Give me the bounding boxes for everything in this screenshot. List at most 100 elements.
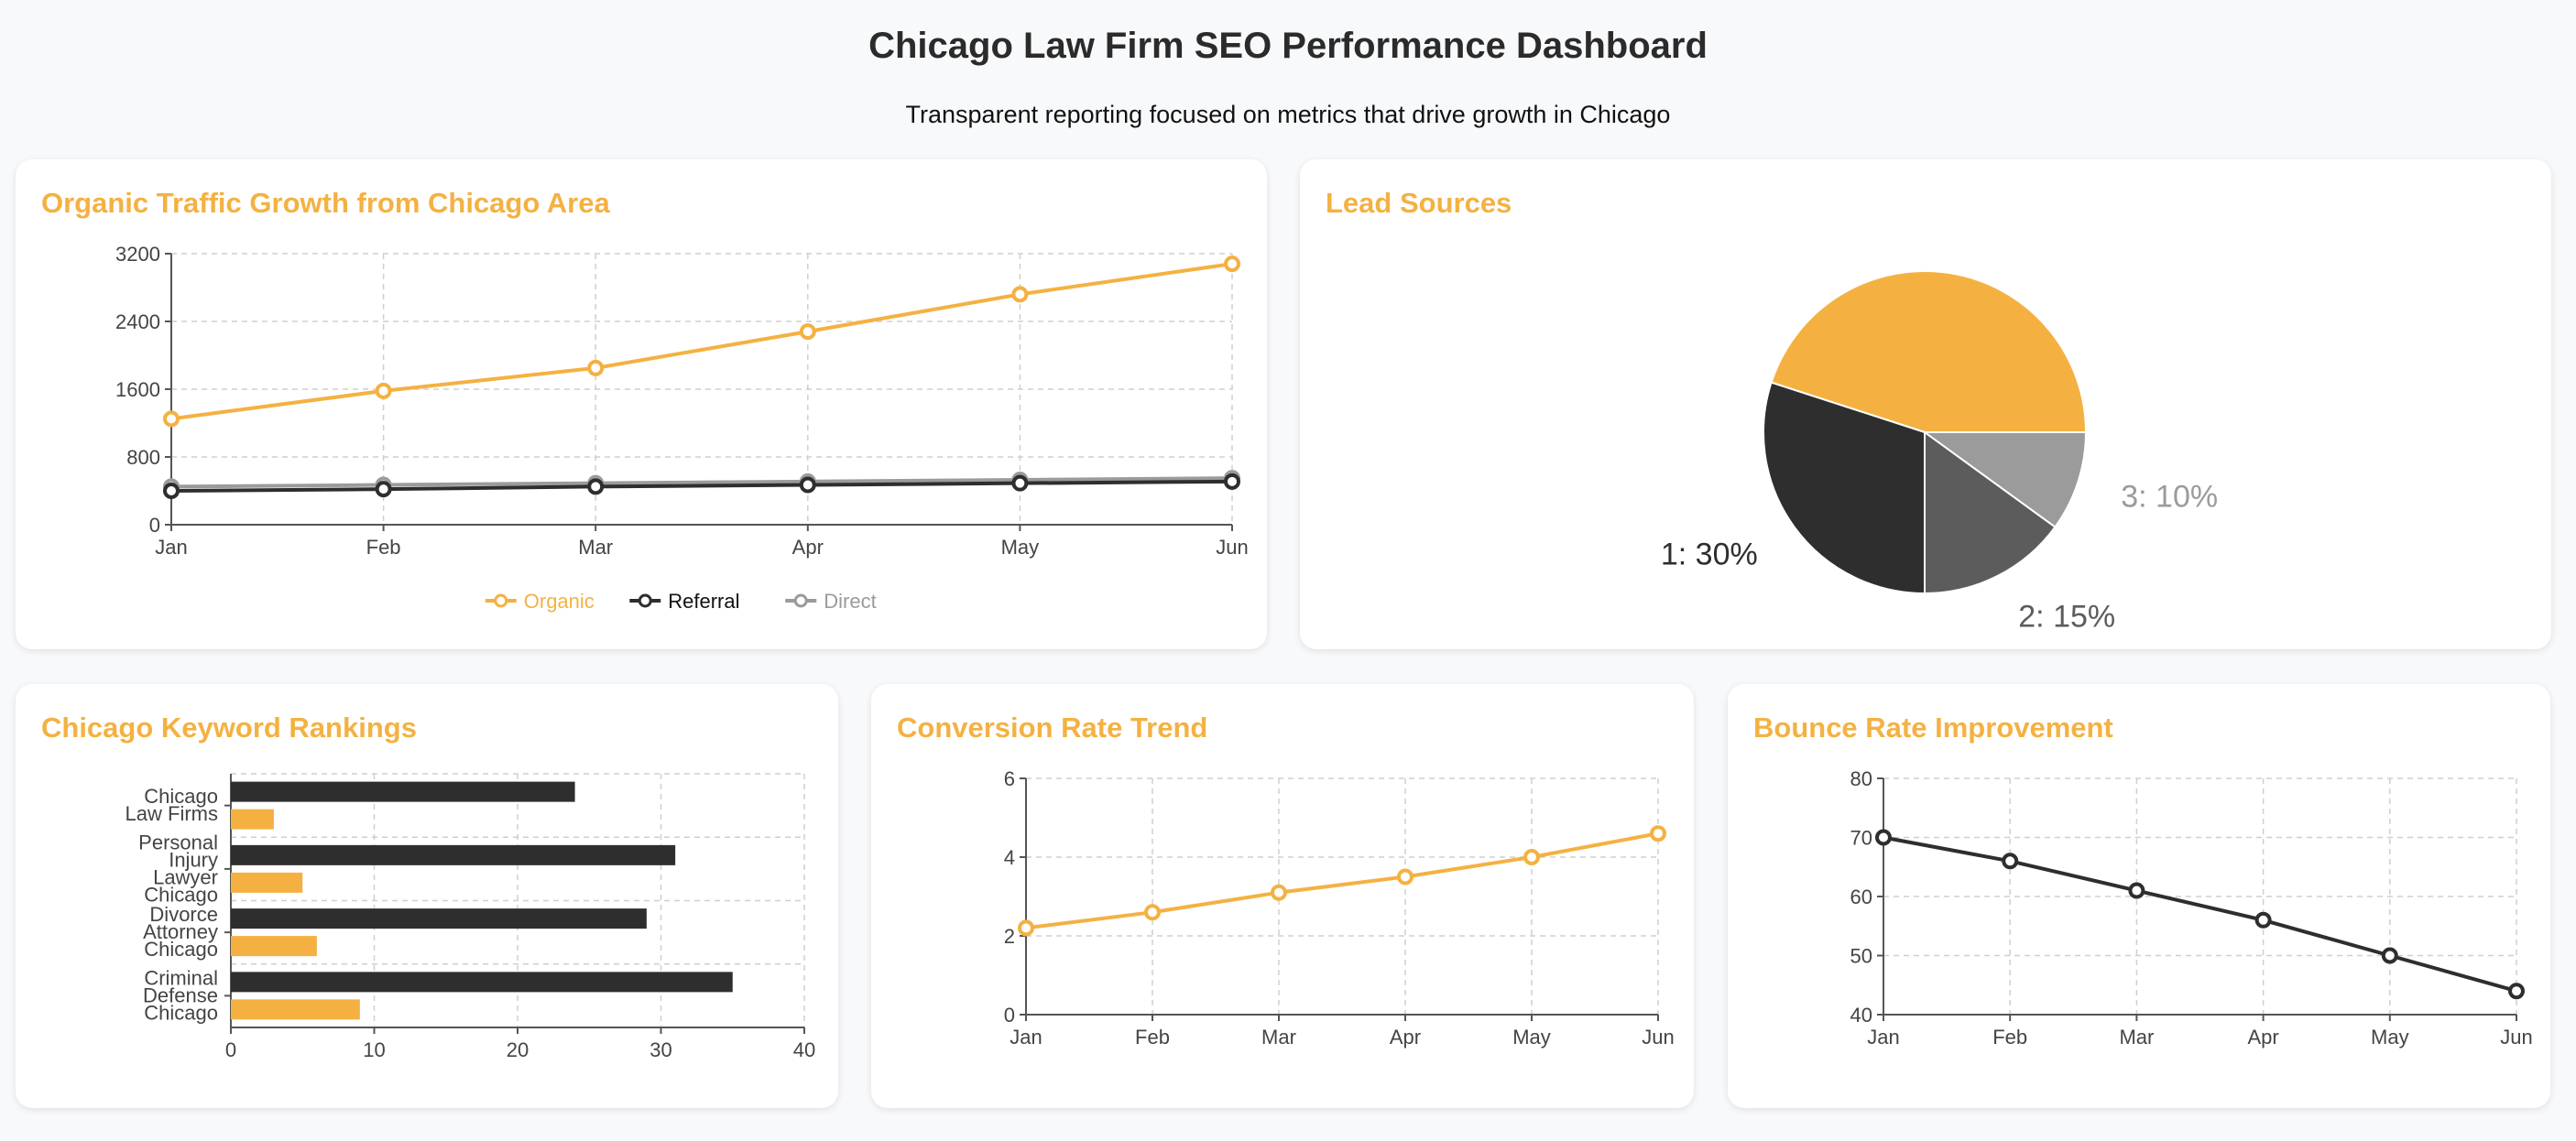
y-tick-label: Criminal (144, 966, 218, 989)
series-line-organic (170, 262, 1233, 421)
y-tick-label: 2400 (115, 310, 160, 333)
bar (231, 844, 676, 865)
legend-label-referral: Referral (668, 590, 739, 613)
bounce-chart: 40 50 60 70 80 Jan Feb Mar Apr May Jun (1850, 767, 2533, 1049)
pie-slice-label: 3: 10% (2121, 480, 2218, 515)
x-tick-label: 20 (507, 1038, 529, 1061)
bar (231, 908, 647, 929)
x-tick-label: Apr (1390, 1026, 1421, 1049)
y-tick-label: 0 (149, 514, 160, 537)
y-tick-label: Chicago (144, 1001, 218, 1024)
conversion-chart: 0 2 4 6 Jan Feb Mar Apr May Jun (1004, 767, 1675, 1049)
leads-chart-title: Lead Sources (1326, 187, 1512, 219)
x-tick-label: Feb (1992, 1026, 2027, 1049)
pie-slice-label: 2: 15% (2018, 600, 2115, 635)
traffic-chart: 0 800 1600 2400 3200 Jan Feb Mar Apr May Jun Organi… (115, 243, 1249, 613)
data-point (2508, 983, 2525, 1000)
x-tick-label: May (1512, 1026, 1551, 1049)
x-tick-label: Apr (2247, 1026, 2278, 1049)
y-tick-label: Chicago (144, 883, 218, 906)
data-point (1224, 255, 1240, 273)
data-point (2381, 947, 2398, 964)
series-line-referral (170, 479, 1233, 493)
y-tick-label: 6 (1004, 767, 1015, 790)
bar (231, 972, 733, 993)
series-line-0 (1025, 831, 1659, 930)
y-tick-label: 0 (1004, 1004, 1015, 1027)
leads-chart: 1: 30% 2: 15% 3: 10% (1661, 270, 2218, 635)
x-tick-label: Mar (2119, 1026, 2154, 1049)
bar (231, 809, 274, 830)
pie-slice (1763, 381, 1926, 595)
y-tick-label: 2 (1004, 925, 1015, 948)
data-point (1011, 474, 1029, 492)
traffic-card: Organic Traffic Growth from Chicago Area… (16, 159, 1267, 649)
x-tick-label: 0 (225, 1038, 236, 1061)
data-point (1523, 849, 1540, 865)
y-tick-label: 3200 (115, 243, 160, 266)
bar (231, 781, 575, 802)
x-tick-label: Jun (2500, 1026, 2532, 1049)
leads-card: Lead Sources 1: 30% 2: 15% 3: 10% (1300, 159, 2551, 649)
pie-slice (1770, 270, 2088, 433)
y-tick-label: 50 (1850, 945, 1872, 968)
x-tick-label: Jun (1216, 536, 1248, 559)
keywords-chart-title: Chicago Keyword Rankings (41, 712, 417, 744)
x-tick-label: May (2371, 1026, 2409, 1049)
x-tick-label: Feb (1135, 1026, 1170, 1049)
y-tick-label: Personal (138, 831, 218, 853)
data-point (2128, 882, 2145, 899)
traffic-chart-title: Organic Traffic Growth from Chicago Area (41, 187, 610, 219)
y-tick-label: Lawyer (153, 865, 218, 888)
x-tick-label: Jan (1010, 1026, 1042, 1049)
data-point (587, 359, 605, 376)
series-line-0 (1883, 835, 2517, 994)
bar (231, 872, 303, 893)
x-tick-label: Jan (1867, 1026, 1899, 1049)
x-tick-label: Feb (366, 536, 401, 559)
y-tick-label: 40 (1850, 1004, 1872, 1027)
y-tick-label: Attorney (143, 920, 218, 943)
x-tick-label: May (1001, 536, 1040, 559)
y-tick-label: Chicago (144, 938, 218, 961)
y-tick-label: Defense (143, 983, 218, 1006)
page-title: Chicago Law Firm SEO Performance Dashboa… (868, 26, 1708, 66)
legend-label-organic: Organic (524, 590, 595, 613)
data-point (2002, 853, 2019, 870)
page-subtitle: Transparent reporting focused on metrics… (905, 101, 1671, 128)
legend-label-direct: Direct (824, 590, 876, 613)
data-point (2254, 911, 2272, 929)
data-point (1650, 825, 1666, 842)
y-tick-label: Law Firms (126, 802, 218, 825)
y-tick-label: 80 (1850, 767, 1872, 790)
y-tick-label: Injury (169, 848, 218, 871)
pie-slice (1921, 431, 2088, 528)
pie-slice-label: 1: 30% (1661, 537, 1758, 571)
x-tick-label: Mar (1261, 1026, 1296, 1049)
x-tick-label: Apr (792, 536, 824, 559)
conversion-chart-title: Conversion Rate Trend (897, 712, 1208, 744)
y-tick-label: 1600 (115, 378, 160, 401)
bounce-card: Bounce Rate Improvement 40 50 60 70 80 Jan Feb… (1728, 684, 2550, 1108)
x-tick-label: 40 (793, 1038, 815, 1061)
series-line-direct (170, 476, 1233, 489)
y-tick-label: 70 (1850, 827, 1872, 850)
legend-swatch-marker (793, 593, 808, 608)
y-tick-label: Chicago (144, 785, 218, 808)
legend-swatch-marker (494, 593, 508, 608)
x-tick-label: 30 (649, 1038, 671, 1061)
x-tick-label: Jun (1642, 1026, 1674, 1049)
legend-swatch-marker (638, 593, 652, 608)
data-point (587, 478, 605, 495)
bar (231, 999, 360, 1020)
y-tick-label: Divorce (149, 903, 218, 926)
data-point (799, 476, 816, 494)
bar (231, 936, 317, 957)
conversion-card: Conversion Rate Trend 0 2 4 6 Jan Feb Mar Apr Ma… (871, 684, 1694, 1108)
data-point (163, 410, 180, 428)
data-point (1144, 904, 1161, 921)
data-point (1011, 286, 1029, 303)
data-point (375, 382, 392, 399)
x-tick-label: Mar (578, 536, 613, 559)
